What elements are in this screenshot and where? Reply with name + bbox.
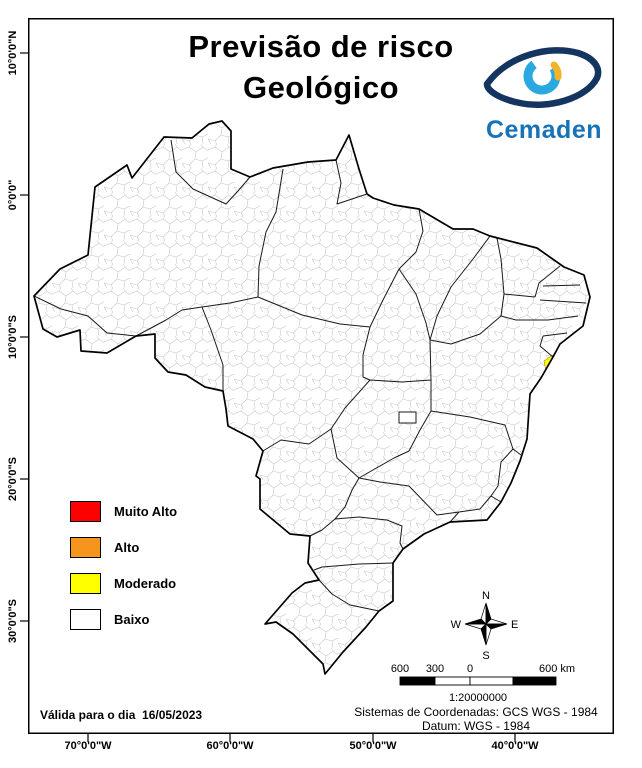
validity-date-text: Válida para o dia 16/05/2023 xyxy=(40,708,203,722)
legend-swatch-muito-alto xyxy=(70,501,101,522)
legend-item-alto: Alto xyxy=(70,537,177,558)
cemaden-eye-icon xyxy=(483,47,602,108)
lon-label-50w: 50°0'0"W xyxy=(349,740,397,752)
legend-item-moderado: Moderado xyxy=(70,573,177,594)
compass-west-label: W xyxy=(451,619,462,631)
coordinate-system-block: Sistemas de Coordenadas: GCS WGS - 1984 … xyxy=(330,705,622,733)
state-boundaries xyxy=(34,139,587,612)
longitude-ticks xyxy=(87,734,516,742)
map-title: Previsão de risco Geológico xyxy=(28,26,614,108)
scale-bar: 600 300 0 600 km 1:20000000 xyxy=(391,663,575,704)
compass-south-label: S xyxy=(482,650,489,662)
map-title-line-2: Geológico xyxy=(242,70,400,105)
lat-label-0: 0°0'0" xyxy=(7,179,19,211)
cemaden-logo: Cemaden xyxy=(468,46,620,145)
brazil-country-outline xyxy=(33,120,591,675)
compass-rose-icon: N W E S xyxy=(451,590,519,662)
compass-north-label: N xyxy=(482,590,490,602)
scale-tick-300: 300 xyxy=(426,663,444,675)
scale-ratio: 1:20000000 xyxy=(449,692,507,704)
latitude-ticks xyxy=(20,52,28,622)
lon-label-40w: 40°0'0"W xyxy=(491,740,539,752)
legend-swatch-baixo xyxy=(70,609,101,630)
legend-label-moderado: Moderado xyxy=(114,576,177,591)
lat-label-20s: 20°0'0"S xyxy=(7,456,19,502)
legend-label-alto: Alto xyxy=(114,540,140,555)
legend-swatch-moderado xyxy=(70,573,101,594)
coordinate-system-text: Sistemas de Coordenadas: GCS WGS - 1984 xyxy=(354,705,598,719)
legend-item-baixo: Baixo xyxy=(70,609,177,630)
legend-label-baixo: Baixo xyxy=(114,612,150,627)
lat-label-10s: 10°0'0"S xyxy=(7,314,19,360)
datum-text: Datum: WGS - 1984 xyxy=(421,719,531,733)
map-frame xyxy=(28,18,614,734)
map-title-line-1: Previsão de risco xyxy=(188,29,454,64)
scale-tick-600-left: 600 xyxy=(391,663,409,675)
cemaden-logo-text: Cemaden xyxy=(485,116,603,144)
legend-label-muito-alto: Muito Alto xyxy=(114,504,178,519)
lon-label-70w: 70°0'0"W xyxy=(64,740,112,752)
compass-east-label: E xyxy=(511,619,518,631)
distrito-federal-boundary xyxy=(398,411,417,424)
scale-tick-600km: 600 km xyxy=(539,663,575,675)
legend-item-muito-alto: Muito Alto xyxy=(70,501,177,522)
lat-label-30s: 30°0'0"S xyxy=(7,598,19,644)
risk-legend: Muito Alto Alto Moderado Baixo xyxy=(70,501,177,645)
lon-label-60w: 60°0'0"W xyxy=(206,740,254,752)
lat-label-10n: 10°0'0"N xyxy=(7,30,19,76)
legend-swatch-alto xyxy=(70,537,101,558)
scale-tick-0: 0 xyxy=(467,663,473,675)
